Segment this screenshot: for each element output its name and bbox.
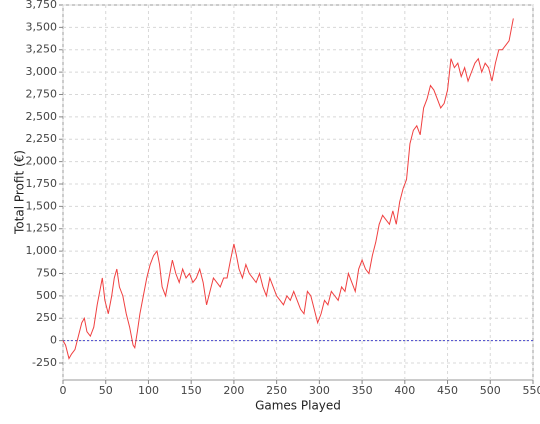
y-axis-label: Total Profit (€) bbox=[13, 150, 27, 235]
x-tick-label: 350 bbox=[352, 384, 373, 397]
x-tick-label: 200 bbox=[223, 384, 244, 397]
y-tick-label: 1,250 bbox=[26, 222, 58, 235]
y-tick-label: 3,750 bbox=[26, 0, 58, 11]
x-tick-label: 250 bbox=[266, 384, 287, 397]
y-tick-label: 1,000 bbox=[26, 244, 58, 257]
plot-area bbox=[63, 5, 533, 380]
x-tick-label: 50 bbox=[99, 384, 113, 397]
y-tick-label: 2,000 bbox=[26, 155, 58, 168]
y-tick-label: 500 bbox=[36, 289, 57, 302]
y-tick-label: 2,250 bbox=[26, 132, 58, 145]
x-tick-label: 500 bbox=[480, 384, 501, 397]
y-tick-label: 750 bbox=[36, 266, 57, 279]
y-tick-label: 250 bbox=[36, 311, 57, 324]
y-tick-label: 0 bbox=[50, 334, 57, 347]
x-tick-label: 300 bbox=[309, 384, 330, 397]
y-tick-label: 3,000 bbox=[26, 65, 58, 78]
x-tick-label: 550 bbox=[523, 384, 540, 397]
x-tick-label: 100 bbox=[138, 384, 159, 397]
x-tick-label: 450 bbox=[437, 384, 458, 397]
x-tick-label: 400 bbox=[394, 384, 415, 397]
x-tick-label: 150 bbox=[181, 384, 202, 397]
y-tick-label: 2,500 bbox=[26, 110, 58, 123]
y-tick-label: 1,750 bbox=[26, 177, 58, 190]
y-tick-label: 2,750 bbox=[26, 87, 58, 100]
y-tick-label: 1,500 bbox=[26, 199, 58, 212]
y-tick-label: 3,500 bbox=[26, 20, 58, 33]
x-tick-label: 0 bbox=[60, 384, 67, 397]
y-tick-label: -250 bbox=[32, 356, 57, 369]
x-axis-label: Games Played bbox=[255, 399, 341, 413]
y-tick-label: 3,250 bbox=[26, 43, 58, 56]
